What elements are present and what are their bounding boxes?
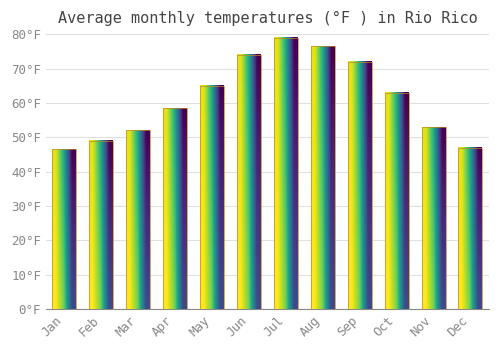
Bar [163, 108, 187, 309]
Bar [52, 149, 76, 309]
Bar [422, 127, 446, 309]
Bar [384, 93, 408, 309]
Title: Average monthly temperatures (°F ) in Rio Rico: Average monthly temperatures (°F ) in Ri… [58, 11, 478, 26]
Bar [90, 141, 114, 309]
Bar [274, 38, 298, 309]
Bar [237, 55, 261, 309]
Bar [458, 148, 482, 309]
Bar [126, 131, 150, 309]
Bar [200, 86, 224, 309]
Bar [311, 46, 335, 309]
Bar [348, 62, 372, 309]
